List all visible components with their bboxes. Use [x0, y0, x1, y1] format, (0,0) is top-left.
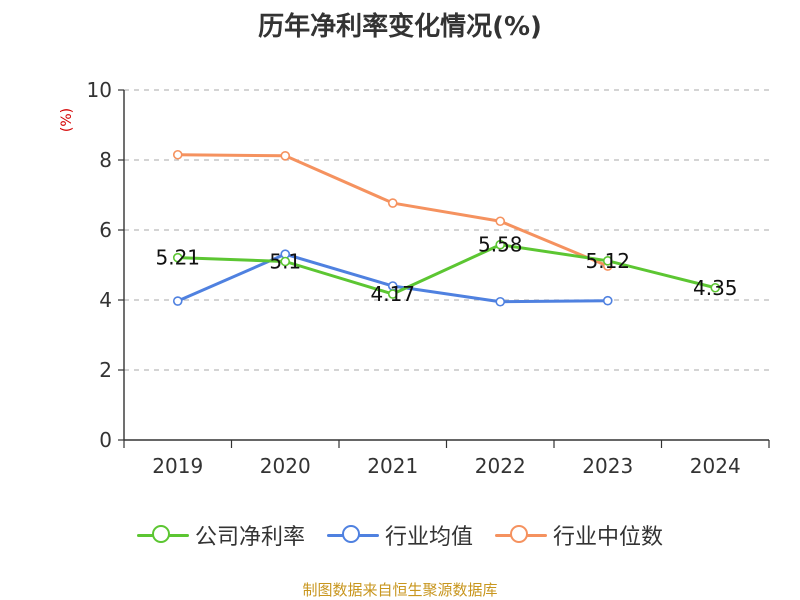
y-tick-label: 10	[87, 78, 112, 102]
y-tick-label: 8	[99, 148, 112, 172]
data-label: 5.1	[269, 250, 301, 274]
data-label: 5.58	[478, 233, 523, 257]
legend-label: 行业均值	[384, 525, 473, 550]
data-point	[172, 149, 183, 160]
legend-marker-icon	[495, 523, 547, 547]
legend: 公司净利率 行业均值 行业中位数	[0, 519, 800, 551]
data-label: 5.21	[155, 246, 200, 270]
data-point	[387, 289, 398, 299]
legend-marker-icon	[326, 523, 379, 547]
data-point	[280, 151, 291, 161]
x-tick-label: 2020	[260, 454, 311, 478]
series-lines	[172, 149, 721, 307]
data-point	[172, 252, 183, 263]
x-tick-label: 2024	[690, 454, 741, 478]
series-line-2	[176, 153, 610, 268]
legend-label: 公司净利率	[194, 525, 305, 550]
legend-item-company[interactable]: 公司净利率	[136, 519, 305, 551]
data-labels: 5.21 5.1 4.17 5.58 5.12 4.35	[155, 233, 737, 306]
data-point	[495, 296, 506, 307]
y-tick-label: 6	[99, 218, 112, 242]
data-label: 4.35	[693, 276, 738, 300]
x-tick-label: 2021	[367, 454, 418, 478]
data-point	[280, 256, 291, 267]
x-tick-label: 2019	[152, 454, 203, 478]
axes: 0 2 4 6 8 10 2019 2020 2021 2022 2023 2024	[87, 78, 770, 478]
data-label: 5.12	[585, 249, 630, 273]
data-label: 4.17	[370, 282, 415, 306]
legend-marker-icon	[136, 523, 189, 547]
legend-item-industry-mean[interactable]: 行业均值	[326, 519, 473, 551]
x-tick-label: 2022	[475, 454, 526, 478]
data-point	[387, 198, 398, 208]
legend-label: 行业中位数	[553, 525, 664, 550]
data-point	[602, 295, 613, 306]
data-point	[495, 216, 506, 227]
series-line-0	[176, 243, 717, 296]
data-point	[495, 239, 506, 250]
y-tick-label: 2	[99, 358, 112, 382]
x-tick-label: 2023	[582, 454, 633, 478]
legend-item-industry-median[interactable]: 行业中位数	[495, 519, 663, 551]
data-point	[602, 255, 613, 266]
data-point	[710, 282, 721, 293]
y-tick-label: 4	[99, 288, 112, 312]
grid-lines	[124, 89, 769, 371]
chart-title: 历年净利率变化情况(%)	[258, 12, 542, 42]
data-source-note: 制图数据来自恒生聚源数据库	[302, 581, 498, 599]
y-tick-label: 0	[99, 428, 112, 452]
data-point	[172, 296, 183, 306]
